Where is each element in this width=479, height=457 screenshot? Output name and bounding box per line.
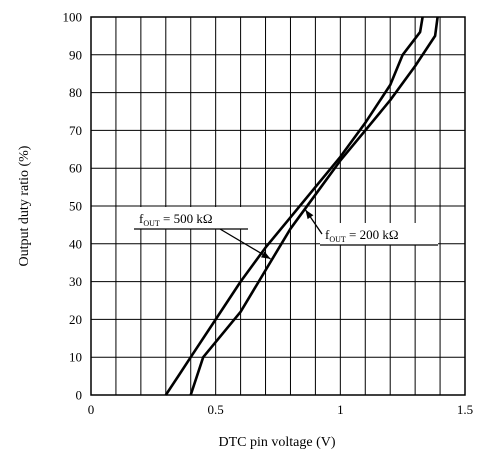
y-tick-label: 70 [69,123,82,138]
x-tick-label: 1.5 [457,402,473,417]
y-tick-label: 10 [69,350,82,365]
x-axis-label: DTC pin voltage (V) [218,435,335,450]
annotation-background [134,207,248,229]
series-lines [164,16,439,396]
y-tick-label: 80 [69,85,82,100]
annotation-background [320,223,438,245]
y-tick-label: 90 [69,47,82,62]
y-tick-label: 40 [69,236,82,251]
annotation-label: fOUT = 500 kΩ [139,211,213,228]
x-tick-label: 0.5 [208,402,224,417]
plot-frame [90,16,466,396]
x-tick-labels: 0 0.5 1 1.5 [88,402,473,417]
annotations: fOUT = 500 kΩ fOUT = 200 kΩ [134,207,438,260]
y-axis-label: Output duty ratio (%) [17,145,32,266]
y-tick-label: 20 [69,312,82,327]
annotation-arrowhead [260,251,271,259]
y-tick-label: 60 [69,161,82,176]
series-line-2 [189,16,439,396]
y-tick-label: 30 [69,274,82,289]
y-tick-label: 0 [76,388,83,403]
annotation-arrowhead [305,209,314,220]
annotation-label: fOUT = 200 kΩ [325,227,399,244]
x-tick-label: 1 [337,402,344,417]
series-line-1 [164,16,424,396]
y-tick-label: 50 [69,199,82,214]
y-tick-labels: 0 10 20 30 40 50 60 70 80 90 100 [63,10,83,403]
annotation-leader [219,228,271,260]
x-tick-label: 0 [88,402,95,417]
y-tick-label: 100 [63,10,83,25]
